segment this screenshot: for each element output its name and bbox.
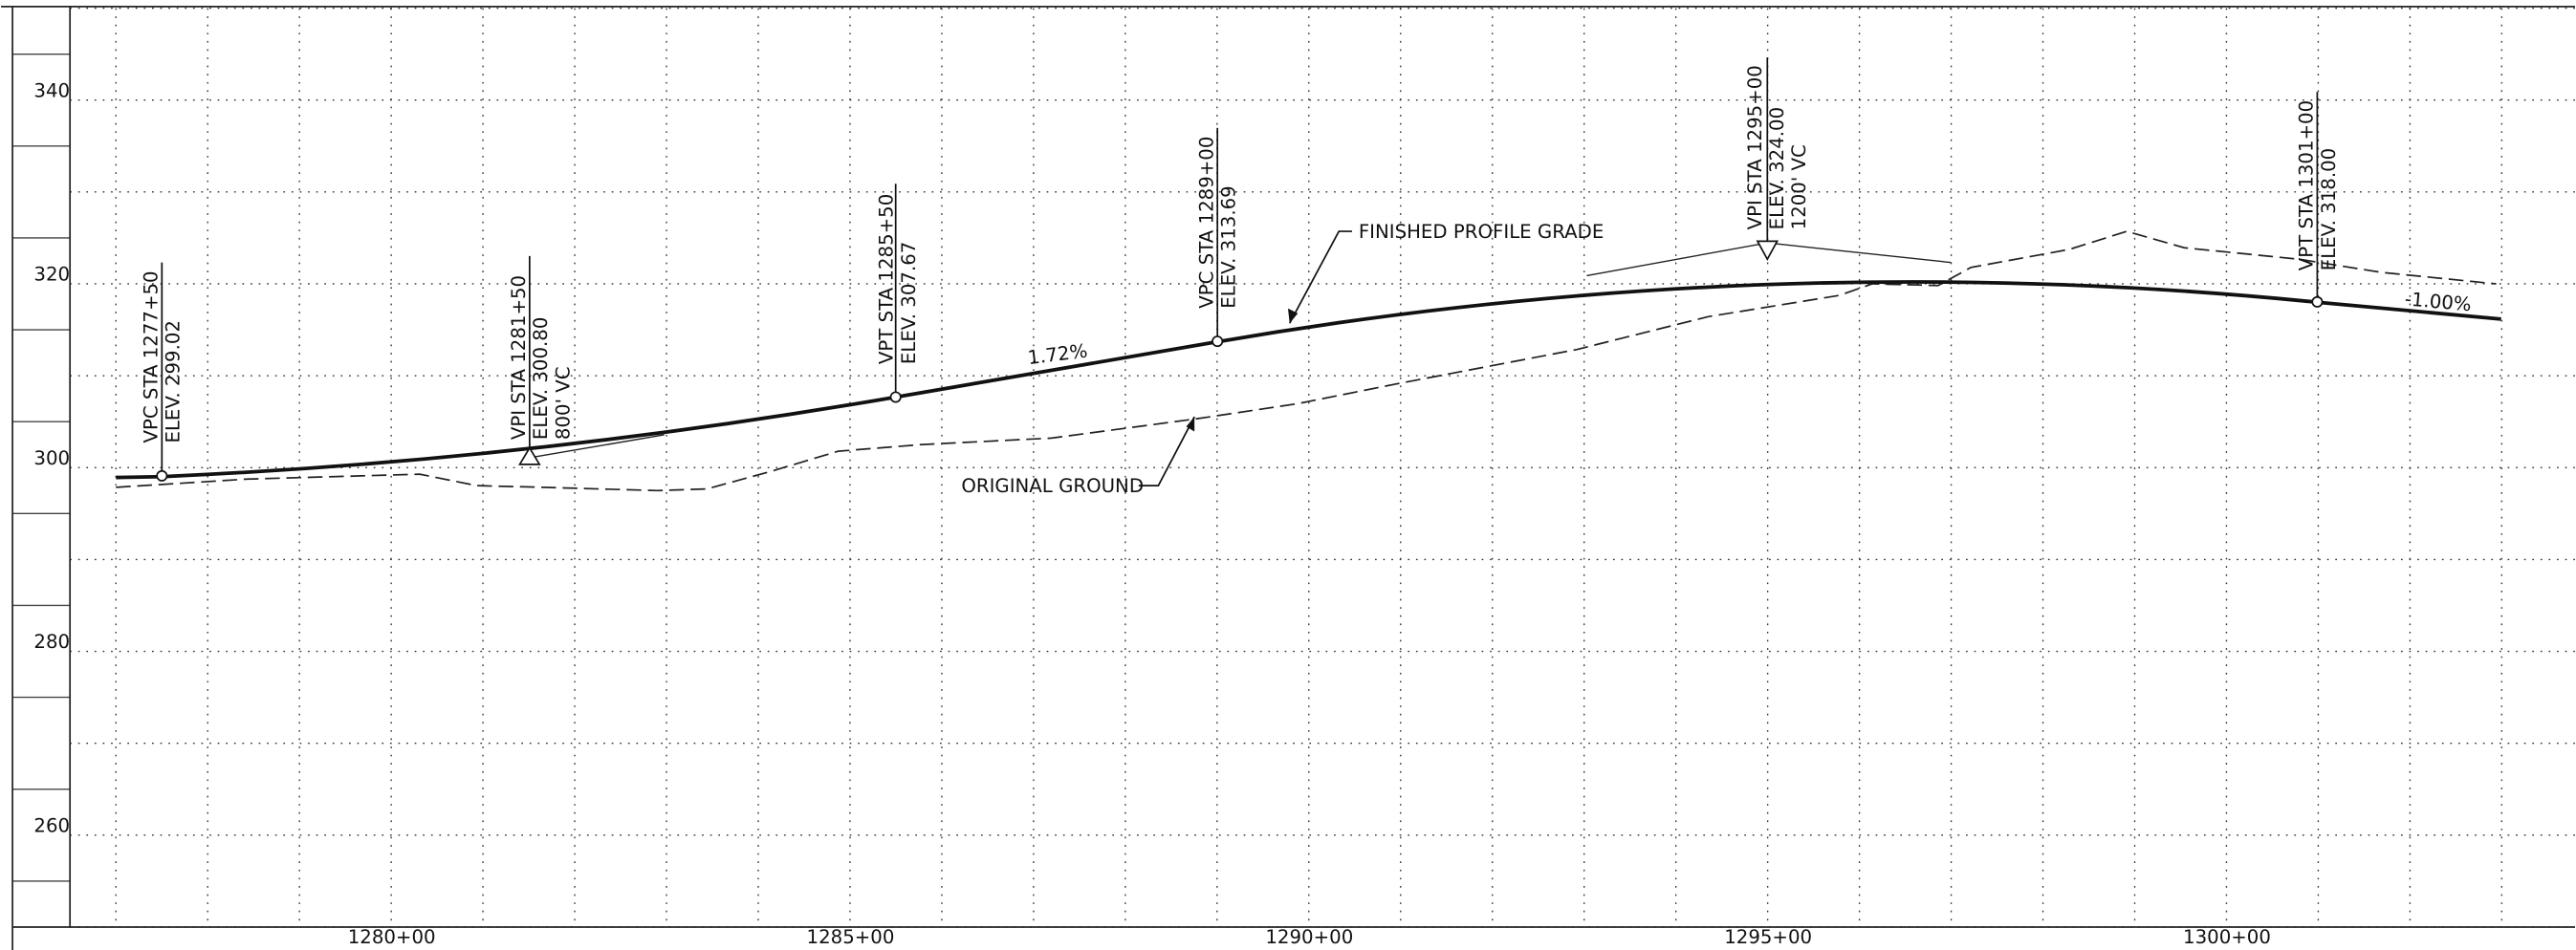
vpt-marker	[889, 391, 902, 403]
station-label: ELEV. 300.80	[530, 317, 552, 440]
station-label: 800' VC	[552, 366, 574, 440]
vpc-marker	[1212, 335, 1224, 348]
y-axis-label: 280	[33, 631, 70, 653]
finished-grade	[116, 280, 2501, 480]
leaders	[161, 57, 2319, 487]
arrowhead	[1288, 308, 1299, 324]
x-axis-label: 1295+00	[1724, 926, 1812, 948]
station-label: VPT STA 1285+50	[876, 194, 898, 364]
leader	[1138, 416, 1195, 487]
y-axis-label: 320	[33, 264, 70, 286]
x-axis-label: 1290+00	[1265, 926, 1353, 948]
station-label: 1200' VC	[1788, 144, 1810, 229]
station-label: VPT STA 1301+00	[2296, 100, 2318, 270]
station-label: ELEV. 299.02	[163, 320, 185, 443]
vpt-marker	[2311, 295, 2324, 308]
station-label: VPC STA 1277+50	[141, 270, 163, 443]
callout: FINISHED PROFILE GRADE	[1359, 221, 1604, 243]
labels: FINISHED PROFILE GRADE ORIGINAL GROUND 1…	[33, 65, 2472, 948]
y-axis-label: 260	[33, 814, 70, 836]
station-label: ELEV. 313.69	[1218, 185, 1240, 308]
station-label: VPI STA 1295+00	[1744, 65, 1766, 229]
station-label: VPC STA 1289+00	[1195, 137, 1217, 309]
tangent	[529, 434, 665, 459]
arrowhead	[1186, 417, 1195, 432]
y-axis-label: 340	[33, 79, 70, 101]
x-axis-label: 1285+00	[807, 926, 895, 948]
station-label: ELEV. 307.67	[898, 242, 920, 364]
station-label: ELEV. 318.00	[2318, 148, 2340, 270]
vpi-marker	[518, 446, 541, 465]
original-ground	[116, 230, 2497, 492]
station-label: ELEV. 324.00	[1766, 107, 1788, 229]
y-axis-label: 300	[33, 447, 70, 469]
callout: ORIGINAL GROUND	[961, 475, 1144, 497]
vpc-marker	[156, 469, 168, 482]
leader	[1288, 230, 1352, 324]
x-axis-label: 1280+00	[348, 926, 436, 948]
station-label: VPI STA 1281+50	[508, 275, 530, 440]
grid	[12, 7, 2575, 928]
x-axis-label: 1300+00	[2183, 926, 2271, 948]
